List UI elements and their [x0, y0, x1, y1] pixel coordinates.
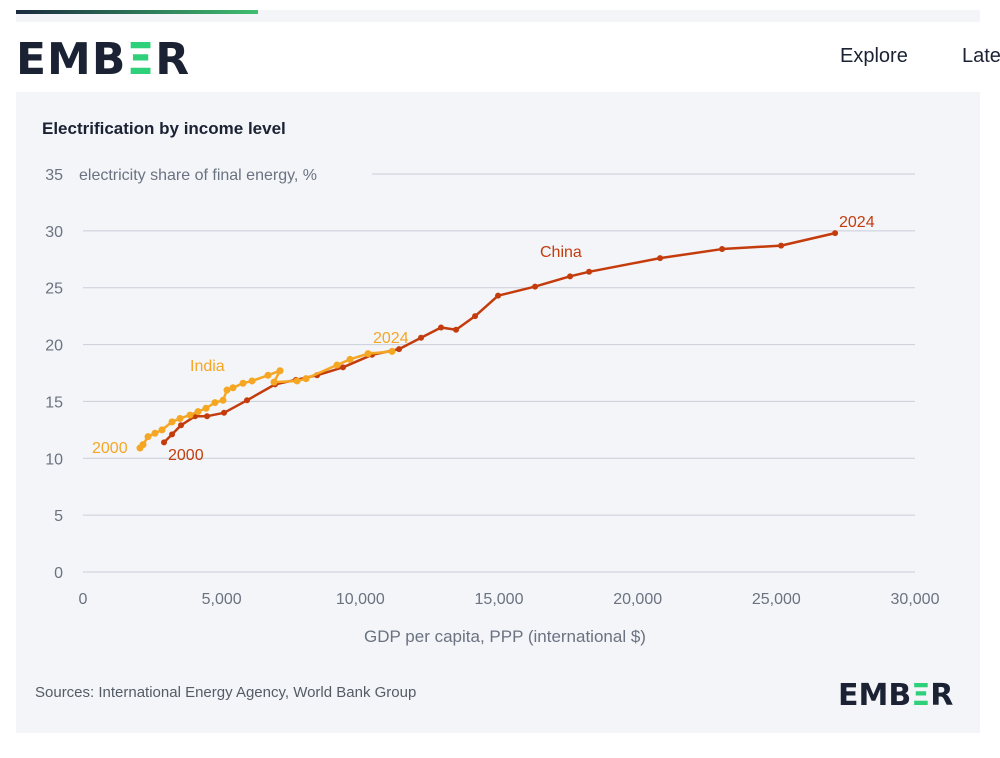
- china-point: [657, 255, 664, 262]
- india-point: [333, 361, 341, 369]
- india-line: [139, 350, 393, 449]
- india-label: India: [190, 358, 225, 375]
- india-point: [270, 378, 278, 386]
- y-tick-label: 15: [45, 394, 63, 411]
- chart-card: [16, 92, 980, 733]
- china-point: [221, 409, 228, 416]
- y-tick-label: 10: [45, 451, 63, 468]
- india-point: [239, 379, 247, 387]
- y-tick-label: 35: [45, 167, 63, 184]
- china-point: [719, 246, 726, 253]
- ember-logo-small: EMBΞR: [838, 678, 954, 713]
- y-tick-label: 0: [54, 565, 63, 582]
- india-point: [223, 386, 231, 394]
- china-point: [832, 230, 839, 237]
- india-point: [168, 418, 176, 426]
- china-label: China: [540, 244, 582, 261]
- china-start-label: 2000: [168, 447, 204, 464]
- india-point: [211, 399, 219, 407]
- x-tick-label: 0: [79, 591, 88, 608]
- china-point: [204, 413, 211, 420]
- sources-note: Sources: International Energy Agency, Wo…: [35, 684, 417, 701]
- china-point: [453, 326, 460, 333]
- india-point: [176, 414, 184, 422]
- nav-explore[interactable]: Explore: [840, 45, 908, 67]
- y-tick-label: 5: [54, 508, 63, 525]
- india-point: [364, 350, 372, 358]
- ember-logo[interactable]: EMBΞR: [16, 34, 191, 85]
- y-tick-label: 25: [45, 281, 63, 298]
- x-tick-label: 5,000: [202, 591, 242, 608]
- china-point: [340, 364, 347, 371]
- india-point: [194, 408, 202, 416]
- india-point: [144, 433, 152, 441]
- india-point: [158, 426, 166, 434]
- nav-latest[interactable]: Late: [962, 45, 1000, 67]
- china-point: [169, 431, 176, 438]
- reading-progress-bar: [16, 10, 258, 14]
- china-point: [438, 324, 445, 331]
- china-point: [567, 273, 574, 280]
- india-point: [219, 396, 227, 404]
- y-tick-label: 20: [45, 338, 63, 355]
- x-tick-label: 25,000: [752, 591, 801, 608]
- china-point: [472, 313, 479, 320]
- chart-title: Electrification by income level: [42, 119, 286, 138]
- india-point: [248, 377, 256, 385]
- y-tick-label: 30: [45, 224, 63, 241]
- china-point: [586, 268, 593, 275]
- x-tick-label: 15,000: [475, 591, 524, 608]
- india-point: [276, 367, 284, 375]
- china-point: [418, 334, 425, 341]
- india-point: [302, 375, 310, 383]
- china-point: [161, 439, 168, 446]
- india-point: [229, 384, 237, 392]
- india-point: [151, 429, 159, 437]
- china-end-label: 2024: [839, 214, 875, 231]
- china-point: [778, 242, 785, 249]
- china-point: [244, 397, 251, 404]
- x-tick-label: 20,000: [613, 591, 662, 608]
- india-point: [346, 355, 354, 363]
- india-point: [264, 371, 272, 379]
- india-point: [388, 347, 396, 355]
- india-point: [202, 404, 210, 412]
- x-tick-label: 10,000: [336, 591, 385, 608]
- india-start-label: 2000: [92, 440, 128, 457]
- china-point: [495, 292, 502, 299]
- china-point: [396, 346, 403, 353]
- china-point: [532, 283, 539, 290]
- china-line: [163, 231, 836, 444]
- india-end-label: 2024: [373, 330, 409, 347]
- india-point: [186, 411, 194, 419]
- x-tick-label: 30,000: [891, 591, 940, 608]
- india-point: [139, 441, 147, 449]
- india-point: [293, 377, 301, 385]
- y-axis-label: electricity share of final energy, %: [79, 167, 317, 184]
- x-axis-label: GDP per capita, PPP (international $): [364, 627, 646, 646]
- china-point: [178, 422, 185, 429]
